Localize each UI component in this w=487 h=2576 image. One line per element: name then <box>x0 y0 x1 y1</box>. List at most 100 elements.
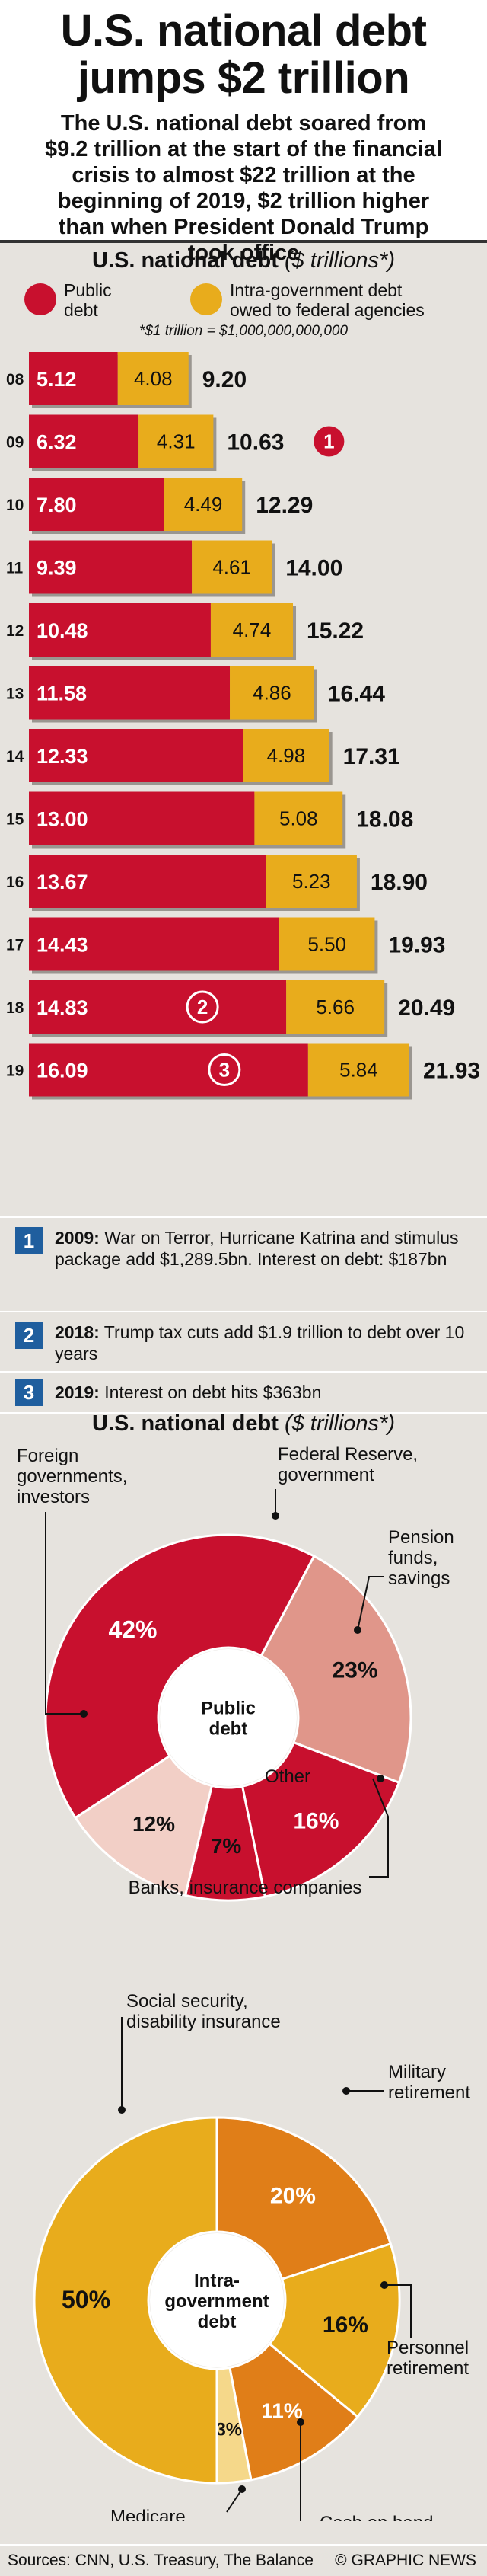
note-2-number: 2 <box>15 1322 43 1349</box>
bar-intra-08 <box>117 352 189 405</box>
public-value-label: 9.39 <box>37 557 77 580</box>
bar-row-08: 08 5.12 4.08 9.20 <box>6 352 247 408</box>
note-3: 3 2019: Interest on debt hits $363bn <box>0 1371 487 1414</box>
bar-intra-17 <box>279 917 375 971</box>
sources: Sources: CNN, U.S. Treasury, The Balance <box>8 2552 314 2569</box>
year-label: 14 <box>6 748 24 765</box>
public-value-label: 16.09 <box>37 1059 88 1082</box>
donut-section-unit: ($ trillions*) <box>279 1411 395 1436</box>
slice-percent-label: 11% <box>261 2399 303 2423</box>
label-military-retirement: retirement <box>388 2082 470 2103</box>
donut-center <box>150 2233 284 2367</box>
label-pension-funds: savings <box>388 1568 450 1589</box>
leader-dot <box>354 1626 361 1634</box>
total-value-label: 18.90 <box>371 870 428 895</box>
slice-percent-label: 42% <box>108 1616 157 1643</box>
donut-section-title: U.S. national debt ($ trillions*) <box>92 1411 395 1436</box>
label-federal-reserve: Federal Reserve, <box>278 1444 418 1465</box>
total-value-label: 14.00 <box>285 556 342 581</box>
year-label: 16 <box>6 874 24 891</box>
legend-intra-line: Intra-government debt <box>230 280 403 300</box>
year-label: 18 <box>6 999 24 1017</box>
marker-circle <box>186 990 219 1024</box>
note-2-body: Trump tax cuts add $1.9 trillion to debt… <box>55 1322 465 1363</box>
donut-slice <box>228 2342 360 2482</box>
bar-intra-09 <box>138 414 214 468</box>
graphic-news-credit: © GRAPHIC NEWS <box>335 2552 476 2569</box>
total-value-label: 12.29 <box>256 493 313 518</box>
leader-medicare <box>226 2488 243 2513</box>
label-cash-on-hand: Cash on hand <box>320 2513 433 2521</box>
slice-percent-label: 12% <box>132 1812 175 1836</box>
bar-intra-13 <box>230 666 314 720</box>
label-federal-reserve: government <box>278 1465 374 1485</box>
infographic-title: U.S. national debt jumps $2 trillion <box>0 8 487 102</box>
bar-public-18 <box>29 980 287 1034</box>
note-1-number: 1 <box>15 1227 43 1254</box>
label-social-security: Social security, <box>126 1991 248 2012</box>
header: U.S. national debt jumps $2 trillion The… <box>0 0 487 265</box>
intra-value-label: 4.61 <box>212 556 251 579</box>
year-label: 12 <box>6 622 24 640</box>
note-3-number: 3 <box>15 1379 43 1406</box>
bar-public-12 <box>29 603 211 657</box>
leader-personnel <box>384 2284 412 2338</box>
intra-value-label: 4.74 <box>233 618 272 641</box>
total-value-label: 10.63 <box>227 430 284 455</box>
total-value-label: 9.20 <box>202 367 247 392</box>
intra-value-label: 5.23 <box>292 870 331 893</box>
slice-percent-label: 50% <box>62 2286 110 2313</box>
intra-value-label: 5.84 <box>339 1059 378 1082</box>
legend-public-line: debt <box>64 300 98 320</box>
note-3-year: 2019: <box>55 1382 100 1402</box>
bar-intra-18 <box>286 980 385 1034</box>
public-value-label: 13.67 <box>37 871 88 893</box>
title-line-2: jumps $2 trillion <box>77 53 410 103</box>
bar-intra-16 <box>266 855 357 908</box>
legend-intra-line: owed to federal agencies <box>230 300 425 320</box>
bar-intra-15 <box>254 791 343 845</box>
bar-row-17: 17 14.43 5.50 19.93 <box>6 917 445 974</box>
leader-dot <box>380 2281 388 2289</box>
bar-row-14: 14 12.33 4.98 17.31 <box>6 729 400 785</box>
leader-dot <box>238 2485 246 2493</box>
total-value-label: 16.44 <box>328 682 385 707</box>
intra-value-label: 5.66 <box>316 996 355 1018</box>
bar-section-title: U.S. national debt ($ trillions*) <box>0 248 487 273</box>
bar-row-09: 09 6.32 4.31 10.63 <box>6 414 284 471</box>
bar-public-09 <box>29 414 139 468</box>
label-pension-funds: funds, <box>388 1548 438 1568</box>
year-label: 10 <box>6 497 24 514</box>
year-label: 19 <box>6 1063 24 1080</box>
marker-1: 1 <box>314 426 345 457</box>
leader-dot <box>297 2418 304 2426</box>
label-banks-insurance: Banks, insurance companies <box>129 1878 362 1898</box>
year-label: 13 <box>6 686 24 703</box>
bar-section-unit: ($ trillions*) <box>284 248 395 273</box>
infographic-subtitle: The U.S. national debt soared from $9.2 … <box>15 110 472 266</box>
marker-2: 2 <box>186 990 219 1024</box>
bar-row-11: 11 9.39 4.61 14.00 <box>6 540 342 597</box>
note-2-text: 2018: Trump tax cuts add $1.9 trillion t… <box>55 1322 473 1364</box>
leader-dot <box>80 1710 88 1718</box>
bar-section-title-text: U.S. national debt <box>92 248 279 273</box>
note-3-text: 2019: Interest on debt hits $363bn <box>55 1382 473 1403</box>
year-label: 09 <box>6 434 24 452</box>
leader-dot <box>377 1775 384 1782</box>
subtitle-line: beginning of 2019, $2 trillion higher <box>57 189 430 213</box>
marker-number: 2 <box>197 996 208 1018</box>
public-value-label: 14.43 <box>37 934 88 957</box>
donut-center-label: debt <box>198 2312 237 2332</box>
label-foreign-governments: governments, <box>17 1466 127 1487</box>
label-personnel-retirement: Personnel <box>387 2338 469 2358</box>
public-value-label: 7.80 <box>37 494 77 516</box>
donut-slice <box>240 1740 401 1898</box>
bar-public-14 <box>29 729 244 782</box>
donut-center-label: government <box>164 2291 269 2312</box>
donut-center-label: Intra- <box>194 2271 240 2291</box>
intra-value-label: 4.49 <box>184 493 223 516</box>
intra-value-label: 4.08 <box>134 367 173 390</box>
label-social-security: disability insurance <box>126 2012 281 2032</box>
bar-row-12: 12 10.48 4.74 15.22 <box>6 603 364 660</box>
footer: Sources: CNN, U.S. Treasury, The Balance… <box>0 2544 487 2576</box>
